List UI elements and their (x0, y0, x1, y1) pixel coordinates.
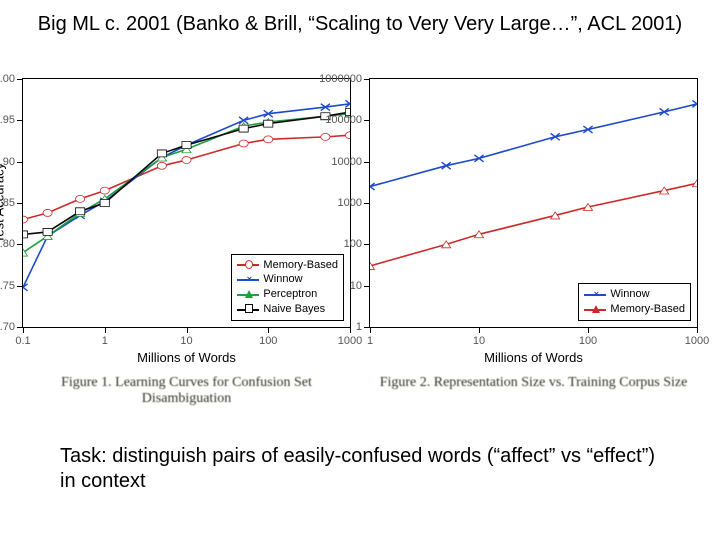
legend-item: Perceptron (237, 287, 338, 302)
left-panel: Test Accuracy 0.700.750.800.850.900.951.… (22, 78, 351, 408)
ytick-label: 1000 (338, 197, 362, 209)
right-xlabel: Millions of Words (369, 350, 698, 365)
xtick-label: 1 (367, 335, 373, 347)
slide-title: Big ML c. 2001 (Banko & Brill, “Scaling … (0, 12, 720, 37)
xtick-label: 1000 (685, 335, 709, 347)
ytick-label: 0.75 (0, 280, 15, 292)
ytick-label: 0.95 (0, 114, 15, 126)
ytick-label: 0.80 (0, 238, 15, 250)
legend-item: Memory-Based (584, 302, 685, 317)
ytick-label: 100000 (325, 114, 362, 126)
legend-item: ×Winnow (584, 287, 685, 302)
task-description: Task: distinguish pairs of easily-confus… (60, 444, 660, 494)
ytick-label: 1 (356, 321, 362, 333)
ytick-label: 100 (344, 238, 362, 250)
xtick-label: 10 (473, 335, 485, 347)
xtick-label: 1 (102, 335, 108, 347)
ytick-label: 1.00 (0, 73, 15, 85)
ytick-label: 10000 (331, 156, 362, 168)
left-legend: Memory-Based×WinnowPerceptronNaive Bayes (231, 254, 344, 321)
xtick-label: 10 (180, 335, 192, 347)
charts-row: Test Accuracy 0.700.750.800.850.900.951.… (22, 78, 698, 408)
right-caption: Figure 2. Representation Size vs. Traini… (369, 375, 698, 391)
ytick-label: 0.70 (0, 321, 15, 333)
xtick-label: 100 (579, 335, 597, 347)
ytick-label: 10 (350, 280, 362, 292)
left-caption: Figure 1. Learning Curves for Confusion … (22, 375, 351, 407)
xtick-label: 100 (259, 335, 277, 347)
left-chart: Test Accuracy 0.700.750.800.850.900.951.… (22, 78, 351, 328)
xtick-label: 0.1 (15, 335, 30, 347)
ytick-label: 1000000 (319, 73, 362, 85)
legend-item: Memory-Based (237, 258, 338, 273)
right-legend: ×WinnowMemory-Based (578, 283, 691, 321)
xtick-label: 1000 (338, 335, 362, 347)
left-xlabel: Millions of Words (22, 350, 351, 365)
ytick-label: 0.90 (0, 156, 15, 168)
ytick-label: 0.85 (0, 197, 15, 209)
right-panel: 1101001000100001000001000000 1101001000 … (369, 78, 698, 408)
legend-item: ×Winnow (237, 272, 338, 287)
legend-item: Naive Bayes (237, 302, 338, 317)
right-chart: 1101001000100001000001000000 1101001000 … (369, 78, 698, 328)
